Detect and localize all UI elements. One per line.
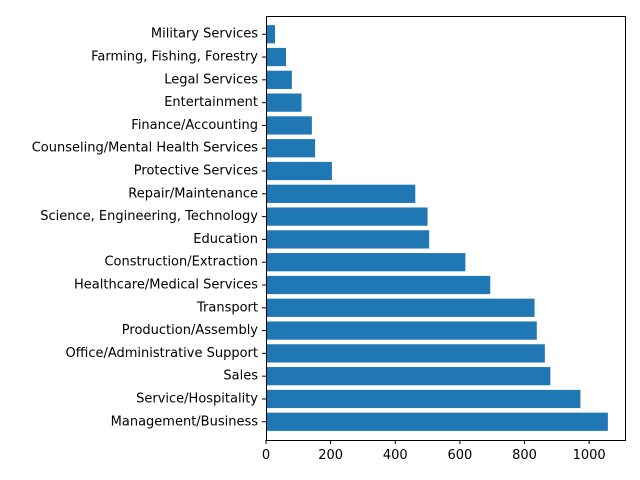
x-axis-ticks: 0 200 400 600 800 1000 (262, 440, 606, 463)
bar-7 (266, 253, 466, 272)
x-tick-label: 0 (262, 448, 270, 463)
y-tick-label: Repair/Maintenance (128, 186, 258, 201)
y-tick-label: Office/Administrative Support (66, 346, 258, 361)
y-tick-label: Service/Hospitality (136, 391, 258, 406)
bar-6 (266, 275, 491, 295)
y-tick-label: Entertainment (164, 95, 258, 110)
x-tick-label: 600 (447, 448, 472, 463)
y-tick-label: Legal Services (164, 72, 258, 87)
axes-frame (266, 16, 626, 441)
bar-11 (266, 161, 332, 181)
bar-9 (266, 207, 428, 226)
x-tick-label: 400 (383, 448, 408, 463)
x-tick-label: 1000 (573, 448, 606, 463)
bar-2 (266, 367, 551, 386)
bar-8 (266, 230, 430, 249)
bar-16 (266, 47, 287, 67)
y-tick-label: Production/Assembly (122, 323, 259, 338)
y-tick-label: Counseling/Mental Health Services (32, 141, 259, 156)
bar-13 (266, 116, 312, 135)
x-tick-label: 200 (318, 448, 343, 463)
y-tick-label: Management/Business (111, 414, 259, 429)
bar-14 (266, 93, 302, 112)
y-tick-label: Transport (196, 300, 258, 315)
bar-10 (266, 184, 416, 203)
bar-4 (266, 321, 537, 340)
x-tick-label: 800 (512, 448, 537, 463)
y-tick-label: Healthcare/Medical Services (74, 277, 258, 292)
bar-15 (266, 70, 292, 89)
bar-1 (266, 389, 581, 409)
bar-3 (266, 344, 545, 363)
y-tick-label: Sales (223, 369, 258, 384)
y-tick-label: Finance/Accounting (131, 118, 258, 133)
y-tick-label: Science, Engineering, Technology (40, 209, 258, 224)
y-axis-ticks: Management/Business Service/Hospitality Sa… (32, 27, 266, 429)
y-tick-label: Protective Services (134, 164, 258, 179)
bar-17 (266, 25, 276, 44)
y-tick-label: Construction/Extraction (104, 255, 258, 270)
bar-5 (266, 298, 535, 317)
y-tick-label: Education (193, 232, 258, 247)
y-tick-label: Military Services (151, 27, 258, 42)
bar-12 (266, 139, 316, 158)
bar-0 (266, 412, 608, 431)
bars-group (266, 25, 608, 431)
y-tick-label: Farming, Fishing, Forestry (91, 50, 258, 65)
